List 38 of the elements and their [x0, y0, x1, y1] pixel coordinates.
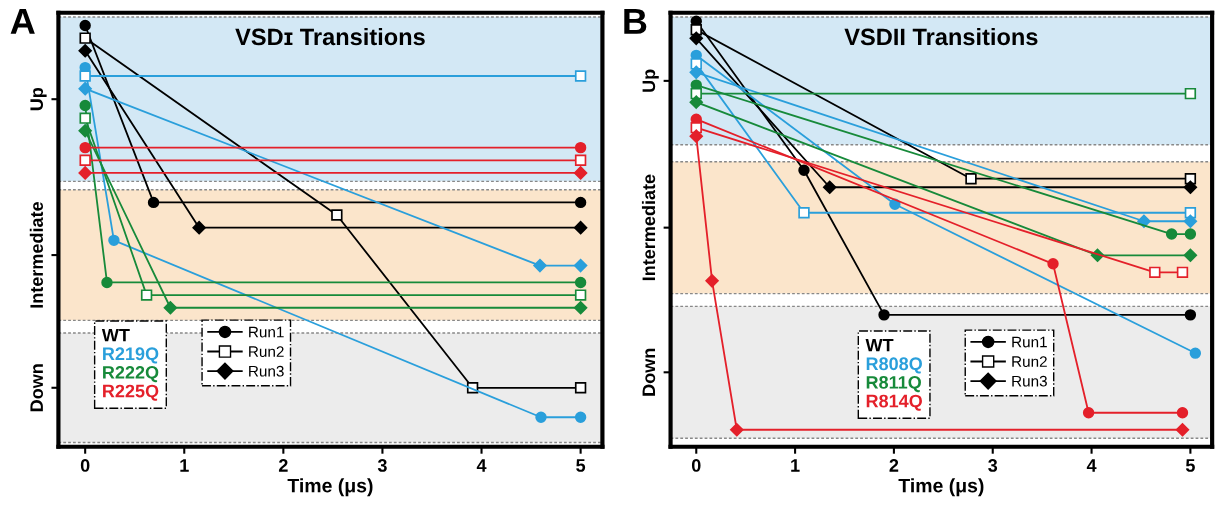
x-tick-label: 1 — [791, 459, 800, 472]
x-tick-label: 0 — [80, 459, 90, 472]
chart-title: VSDɪ Transitions — [235, 27, 425, 46]
annotation: WT — [101, 328, 130, 342]
legend-label: Run3 — [1012, 375, 1047, 387]
x-axis-title: Time (μs) — [898, 478, 984, 497]
legend-label: Run1 — [249, 326, 284, 338]
text: A — [10, 8, 35, 34]
legend-label: Run2 — [249, 346, 284, 358]
legend-label: Run3 — [249, 365, 284, 377]
x-tick-label: 3 — [988, 459, 998, 472]
legend-label: Run2 — [1012, 356, 1047, 367]
text: R814Q — [866, 394, 922, 411]
band-label: Up — [30, 87, 47, 111]
text: B — [624, 8, 647, 34]
band-label: Down — [642, 348, 656, 396]
band-label: Up — [642, 69, 659, 92]
chart-title: VSDII Transitions — [844, 27, 1038, 46]
x-tick-label: 3 — [377, 459, 387, 472]
text: R811Q — [866, 375, 921, 393]
text: R222Q — [103, 366, 159, 383]
annotation: WT — [865, 338, 894, 352]
x-tick-label: 2 — [278, 459, 288, 472]
band-label: Intermediate — [29, 202, 44, 308]
x-tick-label: 0 — [691, 459, 701, 472]
x-axis-title: Time (μs) — [287, 478, 373, 497]
text: R225Q — [103, 384, 159, 401]
x-tick-label: 4 — [1086, 459, 1097, 472]
text: R219Q — [103, 347, 159, 364]
band-label: Down — [30, 364, 44, 412]
legend-label: Run1 — [1012, 336, 1047, 348]
x-tick-label: 5 — [576, 459, 586, 472]
x-tick-label: 1 — [180, 459, 189, 472]
band-label: Intermediate — [641, 174, 656, 281]
x-tick-label: 5 — [1185, 459, 1195, 472]
text: R808Q — [866, 357, 922, 374]
x-tick-label: 4 — [476, 459, 487, 472]
x-tick-label: 2 — [889, 459, 899, 472]
